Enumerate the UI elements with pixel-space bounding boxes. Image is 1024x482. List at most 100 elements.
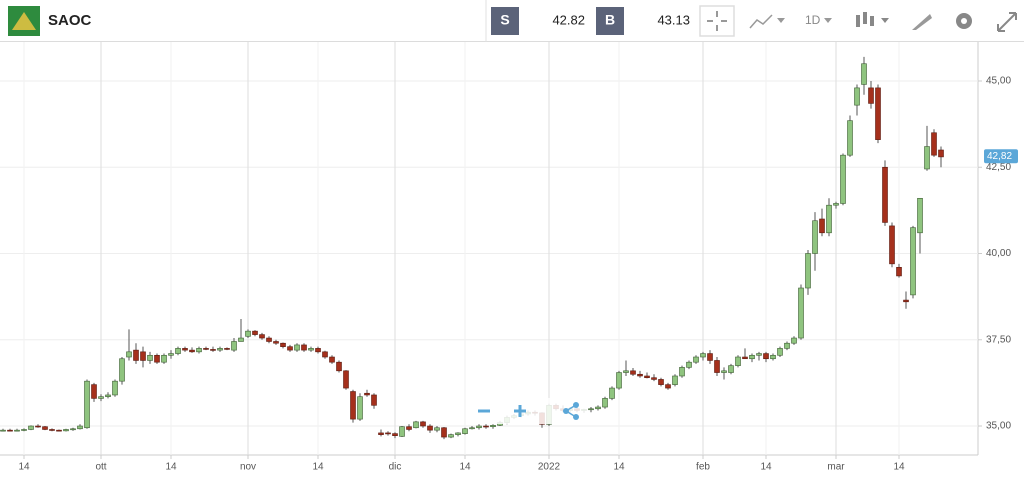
candle-body [728,365,734,373]
x-tick-label: 14 [760,462,772,473]
candle-body [224,348,230,350]
candle-body [420,421,426,427]
candle-body [231,341,237,351]
toolbar: SAOC S 42.82 B 43.13 1D [0,0,1024,42]
candle-body [147,354,153,361]
candle-body [406,426,412,430]
candle-body [938,149,944,158]
candle-body [770,354,776,360]
x-tick-label: ott [95,462,106,473]
candle-body [378,432,384,435]
zoom-controls [466,398,588,424]
candle-body [616,372,622,389]
candle-body [21,429,27,431]
x-tick-label: mar [827,462,845,473]
candle-body [0,429,6,432]
candle-body [154,354,160,363]
candle-body [455,432,461,435]
candle-body [665,384,671,389]
candle-body [140,351,146,361]
candle-body [210,349,216,351]
candle-body [364,392,370,396]
expand-button[interactable] [997,12,1017,32]
candle-body [301,344,307,351]
candle-body [112,380,118,396]
candle-body [679,367,685,377]
candle-body [56,429,62,432]
logo-mark [12,12,36,30]
candle-body [308,348,314,351]
candle-body [602,398,608,408]
candle-body [791,337,797,344]
candle-body [490,425,496,428]
candle-body [91,384,97,399]
buy-label[interactable]: B [605,12,615,28]
candle-body [735,356,741,366]
candle-body [322,351,328,358]
x-tick-label: feb [696,462,710,473]
candle-body [196,348,202,353]
candle-body [805,253,811,289]
candle-type-button[interactable] [856,12,889,27]
candle-body [280,342,286,347]
candle-body [350,391,356,420]
candle-body [777,348,783,356]
candle-body [35,425,41,428]
toolbar-graphics: SAOC S 42.82 B 43.13 1D [8,0,1017,42]
share-button[interactable] [563,402,579,420]
candle-body [756,353,762,356]
candle-body [469,427,475,430]
x-tick-label: 2022 [538,462,561,473]
candle-body [854,87,860,106]
candle-body [217,348,223,351]
zoom-in[interactable] [514,405,526,417]
x-tick-label: 14 [893,462,905,473]
candle-body [315,348,321,353]
candle-body [875,87,881,140]
y-tick-label: 40,00 [986,248,1011,259]
chart: 35,00 37,50 40,00 42,50 45,00 14 ott 14 nov 14 dic… [0,42,1018,473]
candle-body [126,351,132,358]
candle-body [329,356,335,363]
candle-body [427,425,433,431]
sell-label[interactable]: S [500,12,509,28]
candle-body [105,394,111,397]
sell-button[interactable] [491,7,519,35]
draw-button[interactable] [912,14,932,30]
candle-body [903,299,909,303]
interval[interactable]: 1D [805,13,821,27]
candle-body [441,427,447,438]
x-tick-label: dic [389,462,402,473]
y-tick-label: 37,50 [986,334,1011,345]
x-tick-label: 14 [18,462,30,473]
candle-body [161,354,167,363]
candle-body [168,353,174,356]
candle-body [343,370,349,389]
candle-body [847,120,853,156]
chart-type-button[interactable] [749,14,785,29]
candle-body [259,334,265,339]
y-tick-label: 35,00 [986,421,1011,432]
candle-body [84,380,90,429]
candle-body [42,426,48,430]
last-price-tag [984,149,1018,164]
crosshair-button[interactable] [699,5,735,37]
candle-body [77,425,83,430]
candle-body [28,425,34,430]
symbol: SAOC [48,12,92,29]
candle-body [644,375,650,379]
candle-body [833,203,839,206]
interval-caret[interactable] [824,18,832,23]
y-tick-label: 45,00 [986,76,1011,87]
buy-button[interactable] [596,7,624,35]
candle-body [266,337,272,342]
candle-body [742,356,748,360]
candle-body [609,387,615,399]
x-tick-label: nov [240,462,256,473]
candle-body [448,434,454,438]
candle-body [721,370,727,373]
candle-body [483,425,489,428]
candle-body [931,132,937,156]
candle-body [119,358,125,382]
